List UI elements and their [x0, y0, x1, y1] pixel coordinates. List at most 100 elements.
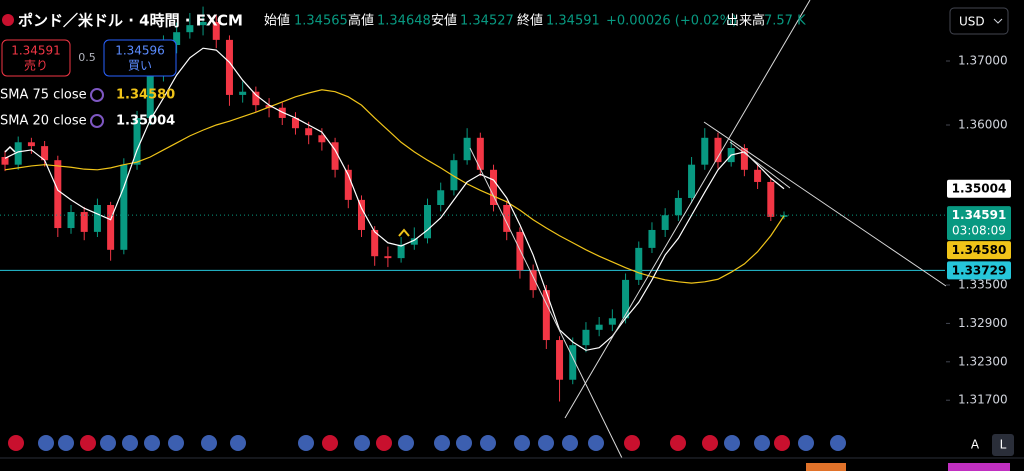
- log-scale-button[interactable]: [992, 434, 1014, 456]
- candle-body: [357, 199, 365, 230]
- flag-icon[interactable]: [480, 435, 496, 451]
- candle-body: [384, 256, 392, 259]
- volume-label: 出来高: [726, 13, 765, 29]
- price-label: 1.34580: [952, 243, 1007, 257]
- candle-body: [344, 169, 352, 200]
- flag-icon[interactable]: [298, 435, 314, 451]
- flag-icon[interactable]: [798, 435, 814, 451]
- candle-body: [239, 91, 247, 95]
- flag-icon[interactable]: [562, 435, 578, 451]
- bottom-bar: [0, 458, 1024, 471]
- trend-lines: [469, 0, 947, 459]
- candle-body: [133, 117, 141, 165]
- change-value: +0.00026 (+0.02%): [606, 14, 737, 29]
- candle-body: [674, 197, 682, 216]
- flag-icon[interactable]: [201, 435, 217, 451]
- flag-icon[interactable]: [322, 435, 338, 451]
- flag-icon[interactable]: [144, 435, 160, 451]
- flag-icon[interactable]: [670, 435, 686, 451]
- dropdown-arrow: [993, 18, 1003, 24]
- event-flags: [8, 435, 846, 451]
- buy-button[interactable]: [103, 39, 177, 77]
- candle-body: [14, 142, 22, 165]
- flag-icon[interactable]: [100, 435, 116, 451]
- sell-button[interactable]: [1, 39, 71, 77]
- y-tick-label: 1.32900: [958, 316, 1008, 330]
- candle-body: [437, 190, 445, 206]
- candle-body: [54, 160, 62, 229]
- legend-name: SMA 75 close: [0, 88, 87, 103]
- flag-icon[interactable]: [8, 435, 24, 451]
- flag-icon[interactable]: [434, 435, 450, 451]
- candle-body: [529, 270, 537, 291]
- signal-arrow: [398, 228, 410, 237]
- candle-body: [767, 181, 775, 217]
- bottom-widget[interactable]: [806, 463, 846, 471]
- candle-body: [648, 229, 656, 248]
- candle-body: [595, 324, 603, 330]
- symbol-title: ポンド／米ドル · 4時間 · FXCM: [18, 12, 243, 30]
- candle-body: [120, 164, 128, 250]
- volume-value: 7.57 K: [764, 14, 806, 29]
- flag-icon[interactable]: [702, 435, 718, 451]
- close-label: 終値: [517, 13, 543, 29]
- candle-body: [476, 137, 484, 170]
- high-label: 高値: [348, 13, 374, 29]
- legend-icon[interactable]: [90, 88, 104, 102]
- flag-icon[interactable]: [624, 435, 640, 451]
- symbol-flag: [2, 14, 14, 26]
- candle-body: [410, 238, 418, 245]
- sell-price: 1.34591: [11, 44, 61, 58]
- candle-body: [93, 205, 101, 232]
- flag-icon[interactable]: [80, 435, 96, 451]
- low-value: 1.34527: [460, 14, 514, 29]
- currency-button[interactable]: [949, 7, 1009, 35]
- flag-icon[interactable]: [354, 435, 370, 451]
- scale-button-label: A: [971, 438, 980, 452]
- candle-body: [635, 247, 643, 280]
- trend-line: [729, 141, 791, 189]
- trend-line: [469, 147, 623, 459]
- trend-line: [703, 121, 947, 287]
- flag-icon[interactable]: [376, 435, 392, 451]
- flag-icon[interactable]: [588, 435, 604, 451]
- flag-icon[interactable]: [168, 435, 184, 451]
- candle-body: [80, 212, 88, 232]
- y-tick-label: 1.37000: [958, 53, 1008, 67]
- y-tick-label: 1.36000: [958, 117, 1008, 131]
- sma-line: [4, 89, 785, 284]
- price-label: 1.33729: [952, 263, 1007, 277]
- flag-icon[interactable]: [538, 435, 554, 451]
- candle-body: [424, 205, 432, 239]
- candle-body: [27, 142, 35, 147]
- flag-icon[interactable]: [830, 435, 846, 451]
- candle-body: [146, 75, 154, 118]
- flag-icon[interactable]: [38, 435, 54, 451]
- collapse-arrow[interactable]: [4, 145, 16, 153]
- flag-icon[interactable]: [230, 435, 246, 451]
- spread: 0.5: [78, 51, 96, 64]
- flag-icon[interactable]: [724, 435, 740, 451]
- candle-body: [318, 135, 326, 143]
- bottom-widget[interactable]: [948, 463, 1010, 471]
- legend-icon[interactable]: [90, 114, 104, 128]
- candle-body: [463, 137, 471, 161]
- candle-body: [67, 212, 75, 229]
- flag-icon[interactable]: [122, 435, 138, 451]
- flag-icon[interactable]: [456, 435, 472, 451]
- legend-name: SMA 20 close: [0, 114, 87, 129]
- y-tick-label: 1.33500: [958, 278, 1008, 292]
- flag-icon[interactable]: [774, 435, 790, 451]
- flag-icon[interactable]: [398, 435, 414, 451]
- flag-icon[interactable]: [514, 435, 530, 451]
- price-label: 1.35004: [952, 182, 1007, 196]
- flag-icon[interactable]: [754, 435, 770, 451]
- buy-price: 1.34596: [115, 44, 165, 58]
- auto-scale-button[interactable]: [964, 434, 986, 456]
- close-value: 1.34591: [546, 14, 600, 29]
- flag-icon[interactable]: [58, 435, 74, 451]
- sma-line: [4, 47, 785, 351]
- candle-body: [542, 290, 550, 341]
- price-label-box: [947, 179, 1011, 198]
